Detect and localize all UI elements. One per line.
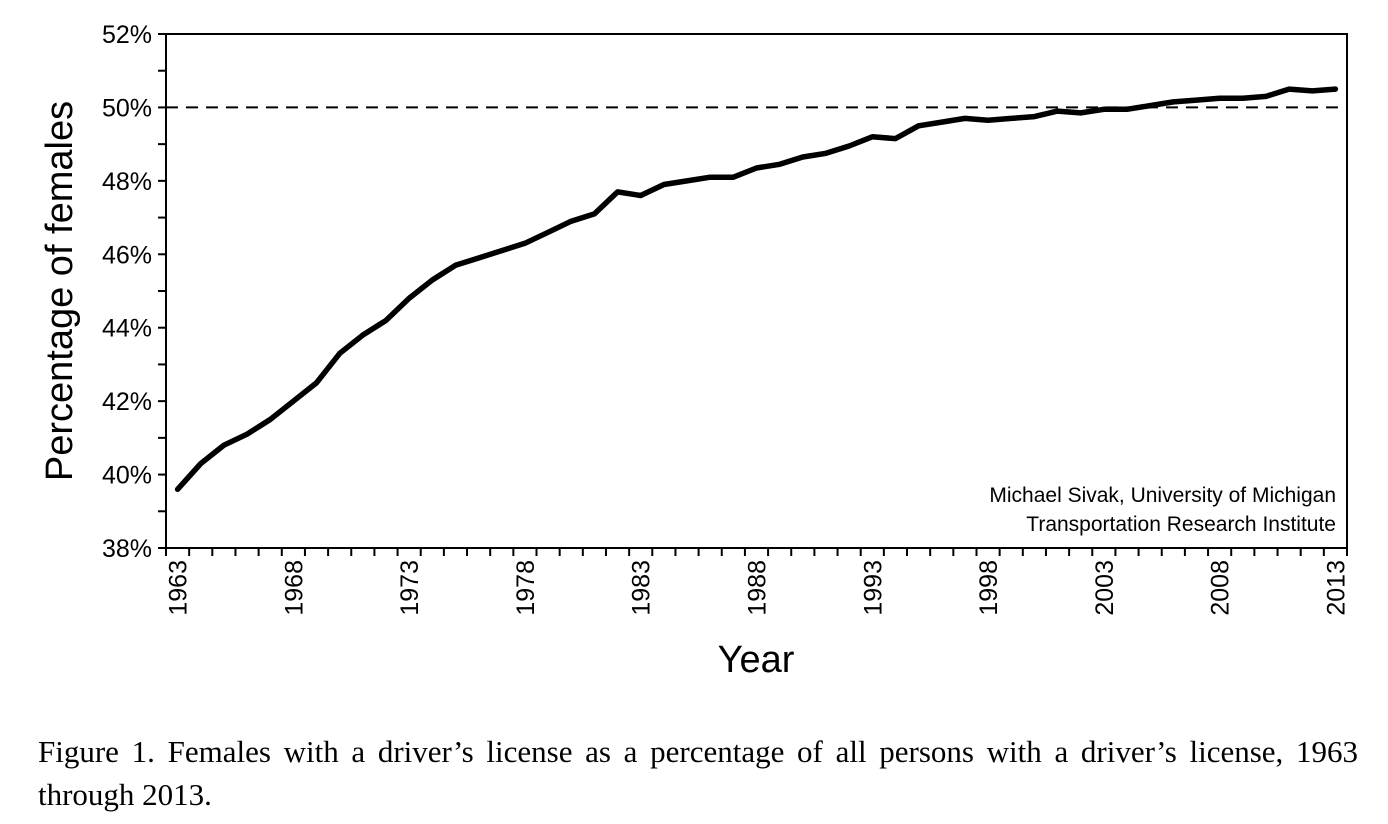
series-line bbox=[174, 86, 1339, 493]
y-tick-label: 44% bbox=[102, 315, 152, 343]
y-tick-label: 40% bbox=[102, 462, 152, 490]
y-tick-label: 38% bbox=[102, 535, 152, 563]
figure-caption: Figure 1. Females with a driver’s licens… bbox=[38, 734, 1358, 812]
plot-area-frame bbox=[165, 33, 1348, 549]
x-tick-label: 2013 bbox=[1322, 560, 1350, 616]
y-axis-title: Percentage of females bbox=[39, 101, 81, 481]
x-tick-label: 1993 bbox=[859, 560, 887, 616]
x-axis-title: Year bbox=[718, 639, 795, 681]
y-tick-label: 48% bbox=[102, 168, 152, 196]
source-note-line-1: Michael Sivak, University of Michigan bbox=[989, 484, 1336, 507]
y-tick-label: 42% bbox=[102, 388, 152, 416]
y-tick-label: 46% bbox=[102, 241, 152, 269]
source-note-line-2: Transportation Research Institute bbox=[1026, 513, 1336, 536]
x-tick-label: 1983 bbox=[628, 560, 656, 616]
x-tick-label: 1963 bbox=[165, 560, 193, 616]
y-tick-label: 50% bbox=[102, 94, 152, 122]
x-tick-label: 2003 bbox=[1091, 560, 1119, 616]
x-tick-label: 1978 bbox=[512, 560, 540, 616]
line-chart: 38% 40% 42% 44% 46% 48% 50% 52% 1963 1968 1973 197… bbox=[39, 21, 1350, 681]
x-tick-label: 2008 bbox=[1207, 560, 1235, 616]
x-tick-label: 1973 bbox=[396, 560, 424, 616]
x-tick-label: 1988 bbox=[744, 560, 772, 616]
y-axis: 38% 40% 42% 44% 46% 48% 50% 52% bbox=[102, 21, 166, 563]
y-tick-label: 52% bbox=[102, 21, 152, 49]
x-axis: 1963 1968 1973 1978 1983 1988 1993 1998 2003 2008… bbox=[165, 548, 1350, 616]
x-tick-label: 1998 bbox=[975, 560, 1003, 616]
x-tick-label: 1968 bbox=[280, 560, 308, 616]
